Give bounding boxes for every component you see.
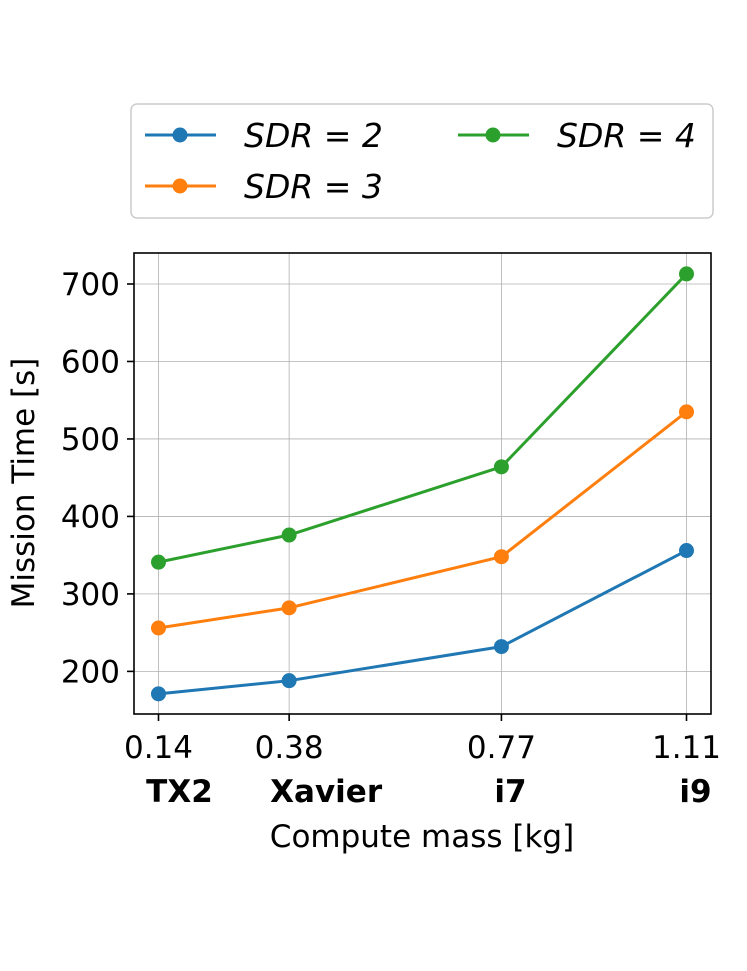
series-line-sdr-2 xyxy=(158,549,688,696)
data-point-sdr-4-i9 xyxy=(679,266,695,282)
y-tick-label: 400 xyxy=(61,499,120,535)
x-category-label-i9: i9 xyxy=(679,774,711,810)
series-sdr-3 xyxy=(150,404,695,636)
grid xyxy=(134,253,711,714)
y-axis-label: Mission Time [s] xyxy=(6,358,42,609)
y-tick-label: 500 xyxy=(61,422,120,458)
legend: SDR = 2 SDR = 3 SDR = 4 xyxy=(130,103,714,219)
x-tick-label: 0.14 xyxy=(124,730,193,766)
legend-label-sdr-4: SDR = 4 xyxy=(557,116,696,155)
series-sdr-4 xyxy=(150,266,695,570)
legend-frame xyxy=(130,103,714,219)
y-tick-label: 200 xyxy=(61,654,120,690)
legend-marker-sdr-3 xyxy=(172,178,188,194)
legend-entry-sdr-3: SDR = 3 xyxy=(145,167,383,206)
series-line-sdr-4 xyxy=(158,272,688,564)
legend-marker-sdr-4 xyxy=(485,127,501,143)
x-category-label-tx2: TX2 xyxy=(146,774,213,810)
x-category-label-i7: i7 xyxy=(494,774,526,810)
legend-entry-sdr-2: SDR = 2 xyxy=(145,116,383,155)
data-point-sdr-2-xavier xyxy=(281,673,297,689)
legend-marker-sdr-2 xyxy=(172,127,188,143)
data-point-sdr-4-tx2 xyxy=(150,554,166,570)
data-point-sdr-2-i7 xyxy=(493,639,509,655)
y-tick-label: 600 xyxy=(61,344,120,380)
x-tick-label: 1.11 xyxy=(652,730,721,766)
x-category-label-xavier: Xavier xyxy=(270,774,383,810)
x-axis: 0.14 TX2 0.38 Xavier 0.77 i7 1.11 i9 xyxy=(124,714,721,810)
data-point-sdr-2-tx2 xyxy=(150,686,166,702)
data-point-sdr-3-xavier xyxy=(281,600,297,616)
data-point-sdr-3-tx2 xyxy=(150,620,166,636)
series-sdr-2 xyxy=(150,543,695,702)
data-point-sdr-3-i9 xyxy=(679,404,695,420)
y-tick-label: 700 xyxy=(61,267,120,303)
data-point-sdr-2-i9 xyxy=(679,543,695,559)
legend-label-sdr-3: SDR = 3 xyxy=(244,167,383,206)
series-line-sdr-3 xyxy=(158,410,688,630)
plot-frame xyxy=(133,252,712,715)
x-axis-label: Compute mass [kg] xyxy=(270,819,574,855)
legend-label-sdr-2: SDR = 2 xyxy=(244,116,383,155)
y-axis: 200 300 400 500 600 700 xyxy=(61,267,134,690)
series-layer xyxy=(150,266,695,702)
data-point-sdr-4-i7 xyxy=(493,459,509,475)
x-tick-label: 0.77 xyxy=(467,730,536,766)
data-point-sdr-3-i7 xyxy=(493,549,509,565)
data-point-sdr-4-xavier xyxy=(281,527,297,543)
y-tick-label: 300 xyxy=(61,577,120,613)
x-tick-label: 0.38 xyxy=(255,730,324,766)
legend-entry-sdr-4: SDR = 4 xyxy=(458,116,696,155)
